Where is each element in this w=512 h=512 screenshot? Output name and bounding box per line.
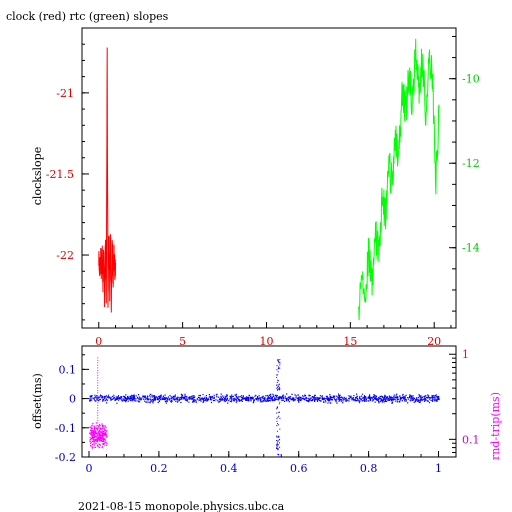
bottom-x-tick-label: 0.8 [360,462,378,475]
top-panel: 0 5 10 15 20 -22 -21.5 -21 -14 -12 -10 clockslop… [31,27,480,348]
top-left-y-tick-label: -21.5 [46,168,74,181]
top-x-tick-label: 15 [343,335,357,348]
bottom-left-y-axis: -0.2 -0.1 0 0.1 [55,354,89,464]
bottom-panel: 0 0.2 0.4 0.6 0.8 1 -0.2-0.100.1 0.11 offset(… [31,345,502,475]
rnd-trip-series-points [89,422,108,449]
bottom-right-y-tick-label: 1 [462,348,469,361]
top-right-y-tick-label: -14 [462,242,480,255]
top-x-tick-label: 20 [427,335,441,348]
clock-series-line [98,47,116,313]
bottom-x-axis: 0 0.2 0.4 0.6 0.8 1 [85,451,442,475]
top-x-axis: 0 5 10 15 20 [95,322,452,348]
bottom-y-axis-label: offset(ms) [31,373,44,429]
bottom-x-tick-label: 0.6 [290,462,308,475]
bottom-left-y-tick-label: -0.2 [55,451,76,464]
top-x-tick-label: 5 [179,335,186,348]
top-left-y-axis: -22 -21.5 -21 [46,43,89,321]
bottom-x-tick-label: 1 [435,462,442,475]
top-plot-frame [81,27,457,329]
offset-series-points [89,393,440,404]
footer-text: 2021-08-15 monopole.physics.ubc.ca [78,500,285,512]
top-left-y-tick-label: -22 [56,249,74,262]
top-series-group [98,38,440,321]
top-x-tick-label: 10 [259,335,273,348]
offset-spike-points [276,359,281,458]
top-left-y-tick-label: -21 [56,87,74,100]
rtc-series-line [358,38,440,321]
bottom-series-group [89,357,440,458]
top-right-y-tick-label: -10 [462,73,480,86]
top-y-axis-label: clockslope [31,147,44,205]
bottom-x-tick-label: 0.2 [150,462,168,475]
top-right-y-tick-label: -12 [462,157,480,170]
bottom-left-y-tick-label: 0.1 [59,363,77,376]
bottom-left-y-tick-label: -0.1 [55,422,76,435]
bottom-x-tick-label: 0.4 [220,462,238,475]
bottom-left-y-tick-label: 0 [69,393,76,406]
chart-title: clock (red) rtc (green) slopes [6,10,169,23]
bottom-right-y-tick-label: 0.1 [462,433,480,446]
top-x-tick-label: 0 [95,335,102,348]
bottom-right-y-axis-label: rnd-trip(ms) [489,392,502,460]
bottom-x-tick-label: 0 [85,462,92,475]
top-right-y-axis: -14 -12 -10 [449,35,480,312]
bottom-plot-frame [81,345,457,458]
bottom-right-y-axis: 0.11 [449,348,480,454]
